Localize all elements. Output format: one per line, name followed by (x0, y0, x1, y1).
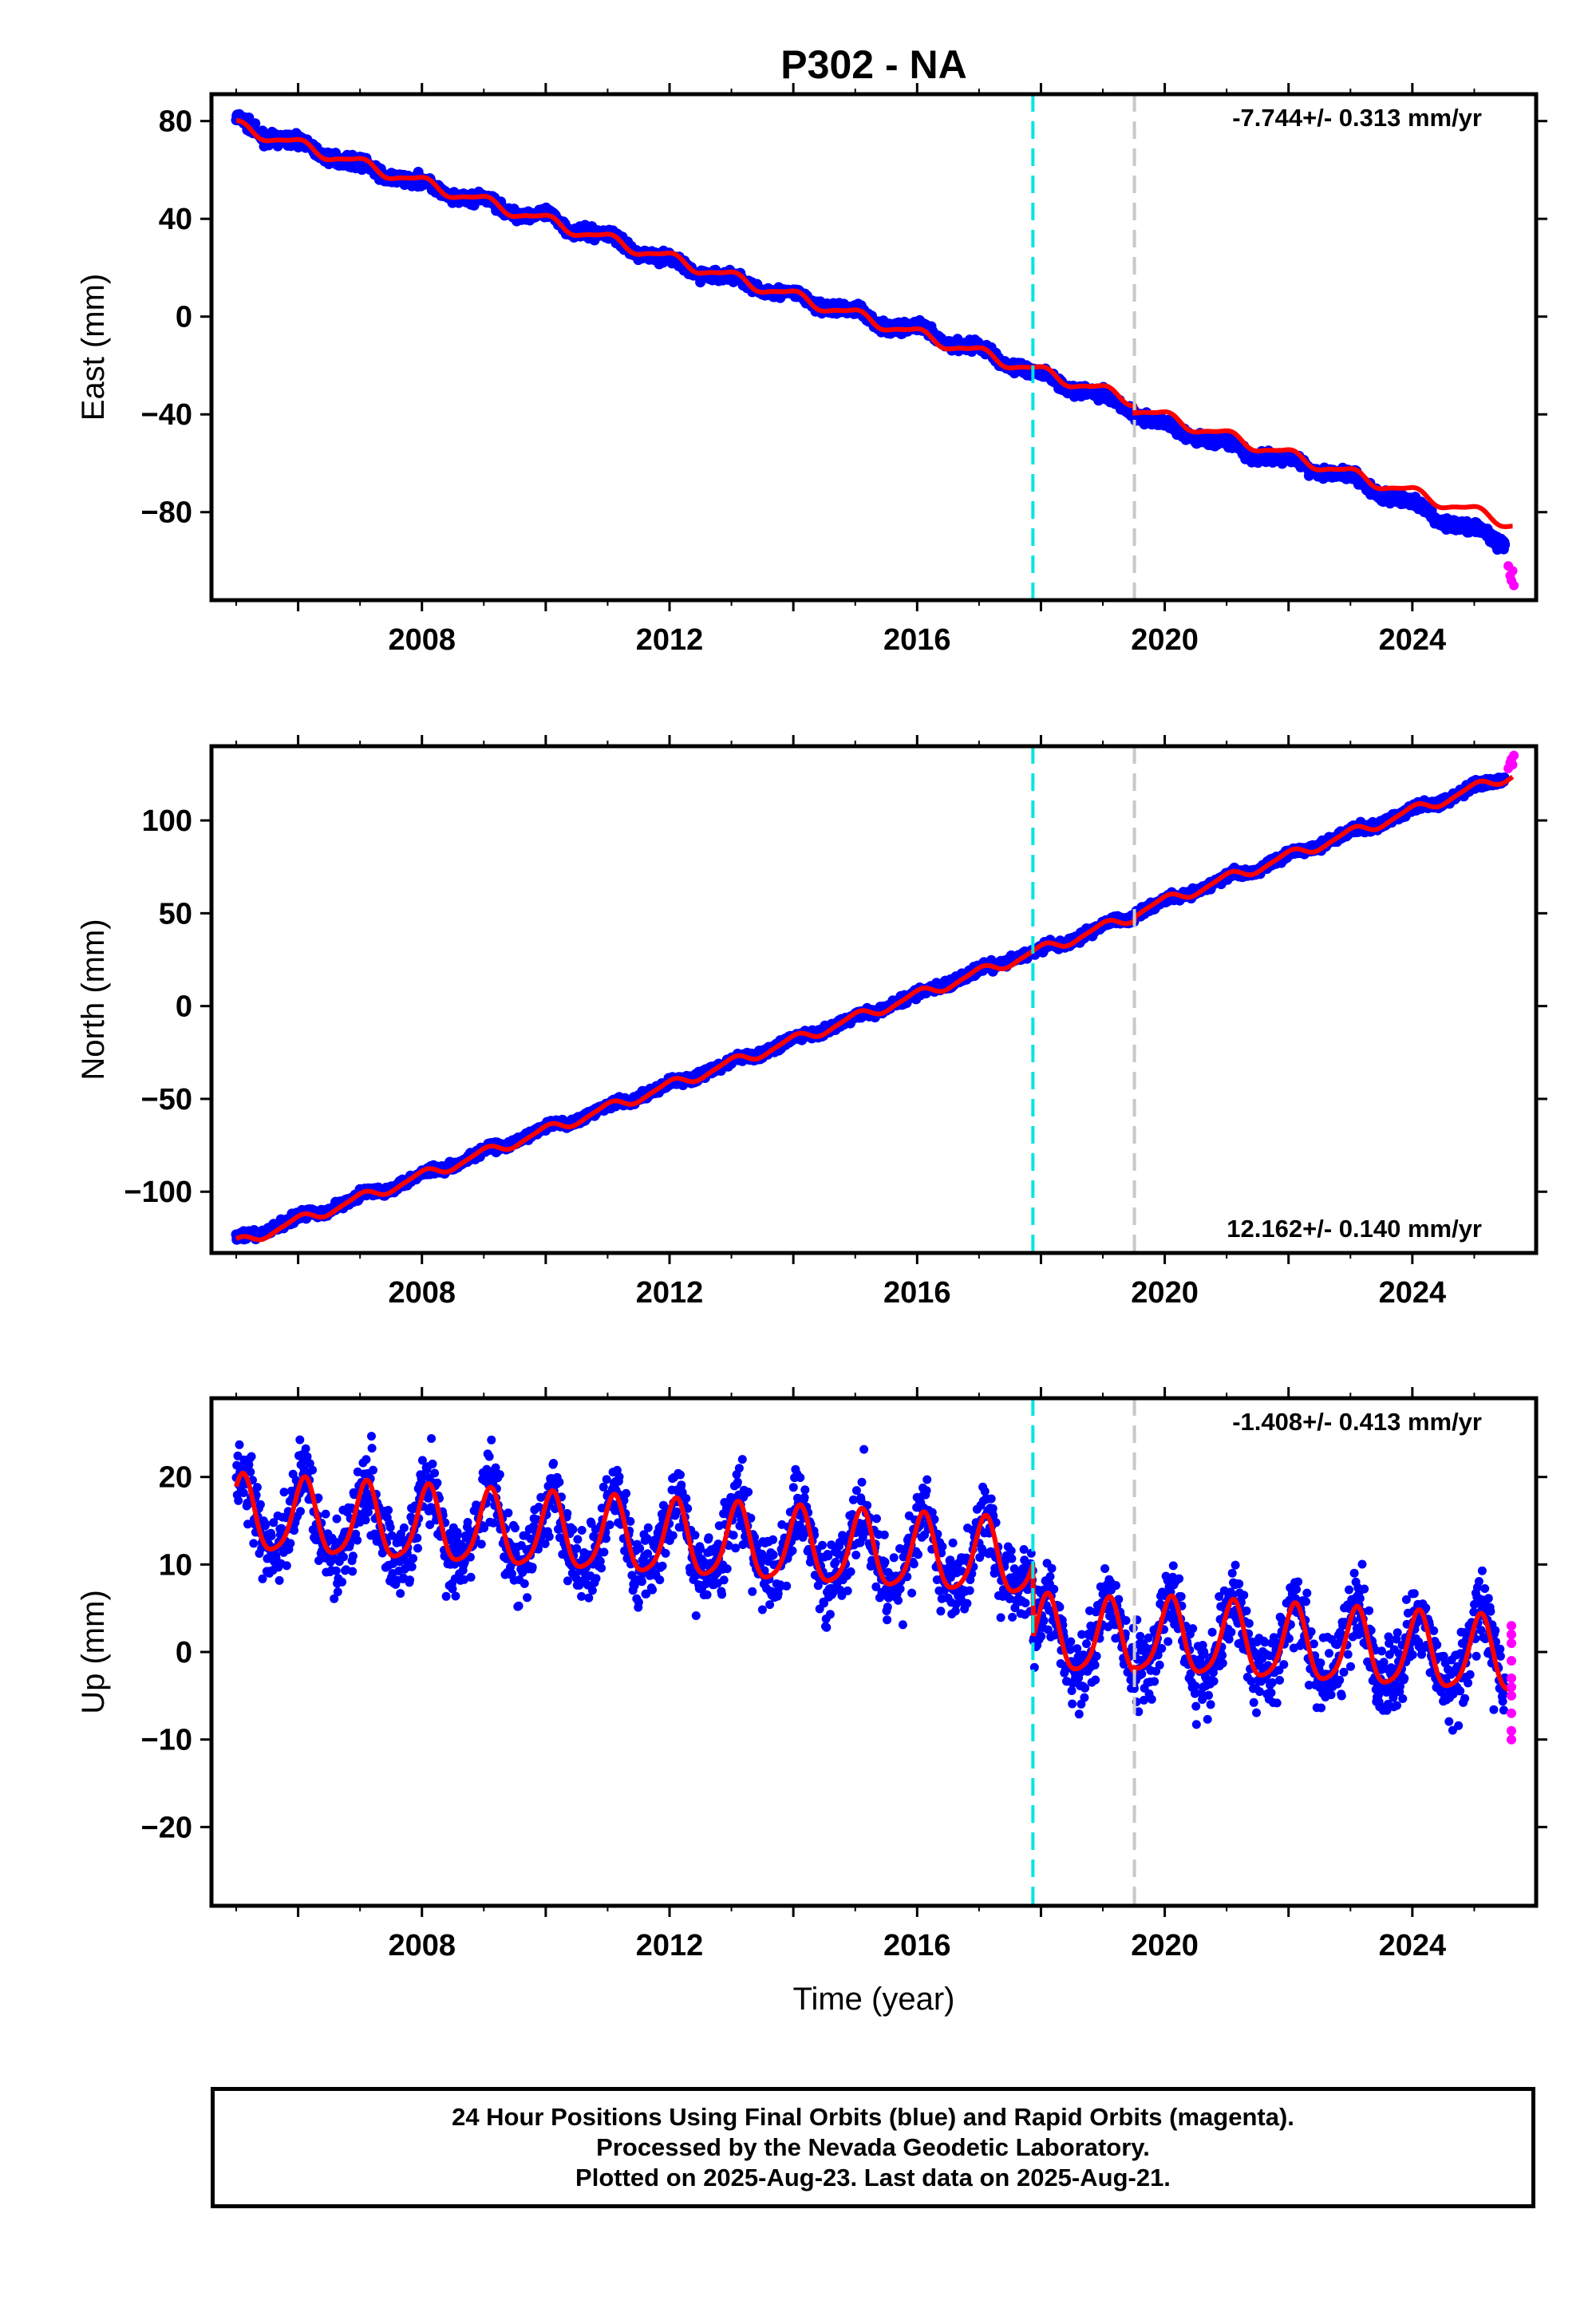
plot-frame (209, 92, 1539, 603)
figure-title: P302 - NA (780, 42, 966, 87)
final-orbit-point (252, 1483, 262, 1492)
y-tick-label: −100 (124, 1176, 192, 1209)
rapid-orbit-point (1509, 580, 1519, 591)
final-orbit-point (296, 1507, 305, 1516)
rapid-orbit-point (1507, 566, 1518, 576)
final-orbit-point (279, 1488, 289, 1497)
y-axis-label: East (mm) (76, 274, 111, 421)
x-tick-label: 2020 (1131, 1276, 1199, 1310)
y-tick-label: −40 (141, 398, 192, 432)
x-tick-label: 2008 (388, 623, 456, 657)
final-orbit-point (258, 1574, 267, 1583)
y-tick-label: 0 (176, 990, 192, 1024)
y-tick-label: 100 (142, 804, 192, 838)
y-axis-label: North (mm) (76, 919, 111, 1080)
plot-area (231, 1432, 1516, 1745)
panels-group: 2008 2012 2016 2020 2024 80 40 0 −40 −80 East (mm)… (76, 83, 1547, 2017)
y-tick-label: 0 (176, 301, 192, 334)
final-orbit-point (286, 1539, 295, 1548)
velocity-label: 12.162+/- 0.140 mm/yr (1227, 1215, 1482, 1243)
x-tick-label: 2020 (1131, 623, 1199, 657)
x-tick-label: 2024 (1379, 1276, 1447, 1310)
final-orbit-point (282, 1561, 291, 1571)
x-tick-label: 2012 (636, 623, 704, 657)
final-orbit-point (234, 1496, 243, 1505)
x-tick-label: 2024 (1379, 623, 1447, 657)
plot-area (231, 750, 1519, 1245)
rapid-orbit-point (1509, 750, 1519, 761)
x-tick-label: 2012 (636, 1276, 704, 1310)
final-orbit-point (255, 1500, 265, 1509)
y-tick-label: −80 (141, 496, 192, 530)
model-fit-line (236, 118, 1513, 529)
final-orbit-point (249, 1539, 259, 1548)
y-tick-label: −50 (141, 1083, 192, 1117)
panel-2: 2008 2012 2016 2020 2024 100 50 0 −50 −100 North (… (76, 735, 1547, 1310)
y-tick-label: 50 (159, 897, 192, 931)
final-orbit-point (1499, 539, 1511, 550)
y-tick-label: 80 (159, 105, 192, 139)
x-tick-label: 2016 (883, 1276, 951, 1310)
final-orbit-point (261, 1520, 271, 1529)
x-tick-label: 2008 (388, 1276, 456, 1310)
velocity-label: -7.744+/- 0.313 mm/yr (1232, 104, 1482, 132)
final-orbit-point (239, 1488, 248, 1497)
final-orbit-point (295, 1435, 305, 1445)
final-orbit-point (235, 1440, 244, 1449)
final-orbit-point (275, 1575, 284, 1585)
y-tick-label: 40 (159, 203, 192, 236)
panel-1: 2008 2012 2016 2020 2024 80 40 0 −40 −80 East (mm)… (76, 83, 1547, 657)
final-orbit-point (247, 1452, 256, 1461)
rapid-orbit-point (1507, 760, 1518, 770)
final-orbit-point (290, 1526, 299, 1535)
x-tick-label: 2016 (883, 623, 951, 657)
plot-area (231, 109, 1519, 591)
final-orbit-point (267, 1531, 276, 1540)
